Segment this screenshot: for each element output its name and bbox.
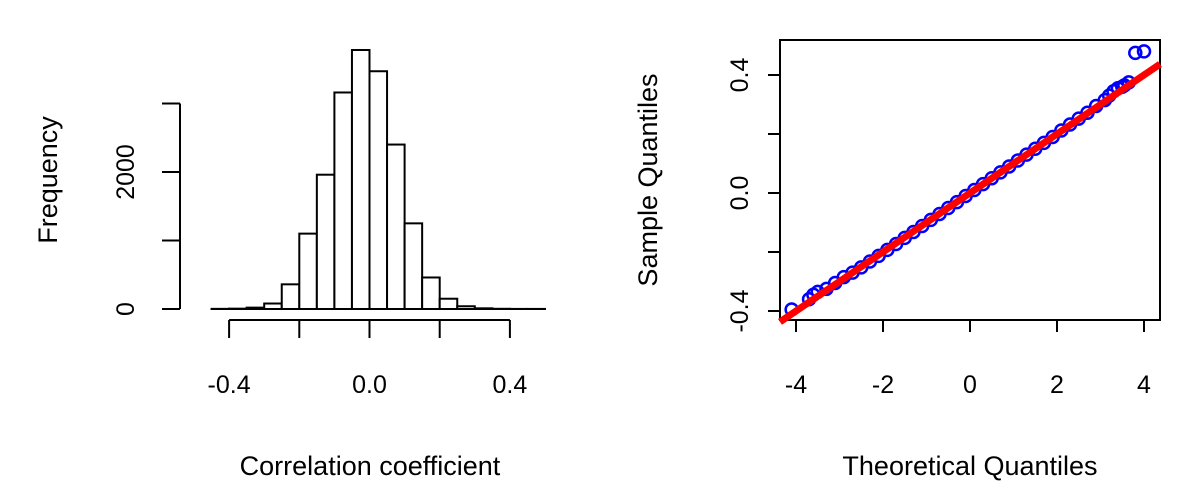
qq-x-tick-label: -4 [785,371,807,399]
histogram-x-tick-label: 0.4 [493,371,528,399]
histogram-x-tick-label: 0.0 [352,371,387,399]
histogram-bar [280,283,301,311]
histogram-bar [333,91,353,311]
histogram-bar [245,306,266,311]
histogram-bar [368,70,389,310]
histogram-bar [473,307,494,311]
histogram-x-axis-title: Correlation coefficient [240,451,501,481]
qq-reference-line [778,61,1162,325]
histogram-bar [403,222,424,310]
qq-plot-panel: -4 -2 0 2 4 -0.4 0.0 0.4 Theoretical Quantiles Sa… [633,39,1162,481]
qq-x-tick-label: 0 [963,371,977,399]
qq-y-axis-title: Sample Quantiles [633,73,663,286]
qq-y-tick-label: 0.0 [726,176,754,211]
histogram-bar [386,143,406,310]
histogram-bar [263,302,283,311]
qq-x-axis-title: Theoretical Quantiles [842,451,1097,481]
histogram-x-tick-label: -0.4 [208,371,251,399]
histogram-bar [456,305,476,310]
qq-point [1136,44,1152,59]
qq-x-tick-label: 2 [1050,371,1064,399]
histogram-y-axis-title: Frequency [33,116,63,244]
qq-x-tick-label: -2 [872,371,894,399]
qq-y-tick-label: -0.4 [726,289,754,332]
histogram-bar [421,276,441,310]
qq-y-tick-label: 0.4 [726,58,754,93]
qq-point [1128,45,1143,61]
histogram-bar [315,173,336,310]
histogram-y-tick-label: 0 [112,302,140,316]
histogram-y-tick-label: 2000 [112,144,140,200]
histogram-panel: -0.4 0.0 0.4 0 2000 Correlation coefficient Fr… [33,49,547,481]
histogram-bar [298,232,318,310]
histogram-bar [350,49,371,310]
histogram-bar [438,297,459,311]
qq-x-tick-label: 4 [1137,371,1151,399]
